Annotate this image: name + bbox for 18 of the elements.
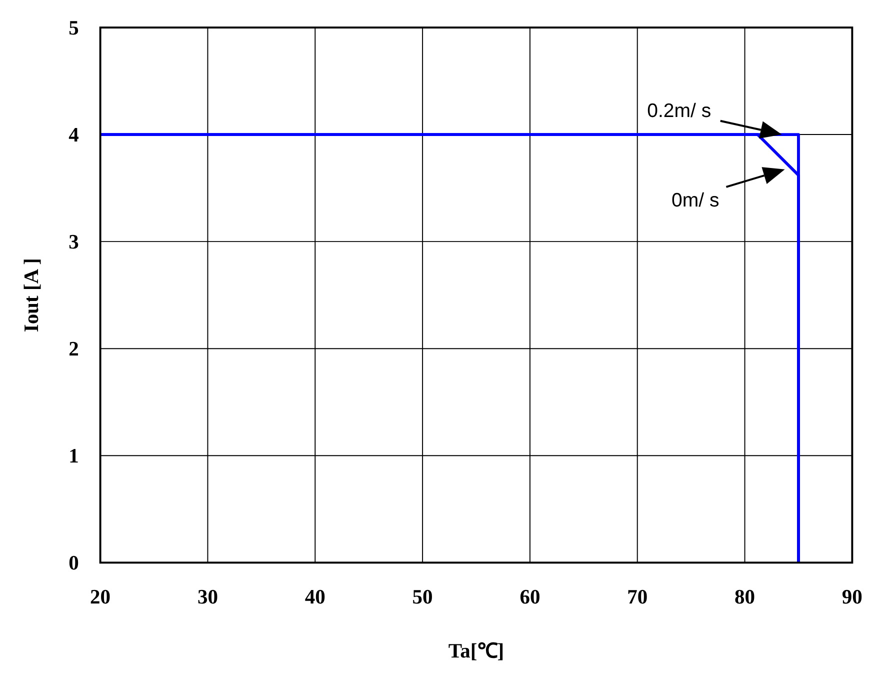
x-tick-label: 70 — [627, 586, 648, 609]
text: 0m/ s — [672, 189, 720, 212]
y-tick-label: 3 — [68, 231, 79, 254]
y-tick-label: 2 — [68, 338, 79, 360]
x-tick-label: 90 — [842, 586, 862, 609]
y-tick-label: 0 — [68, 552, 79, 574]
y-tick-label: 1 — [68, 445, 79, 468]
y-tick-label: 5 — [68, 17, 79, 40]
x-tick-label: 60 — [520, 586, 540, 609]
x-tick-label: 20 — [90, 586, 111, 609]
x-tick-label: 50 — [412, 586, 433, 609]
x-tick-label: 40 — [304, 586, 326, 609]
x-axis-title: Ta[℃] — [448, 640, 504, 662]
series-label: 0.2m/ s — [647, 100, 712, 122]
y-axis-title: Iout [A ] — [20, 258, 43, 332]
y-tick-label: 4 — [68, 124, 79, 146]
x-tick-label: 80 — [734, 586, 756, 609]
x-tick-label: 30 — [197, 586, 218, 609]
